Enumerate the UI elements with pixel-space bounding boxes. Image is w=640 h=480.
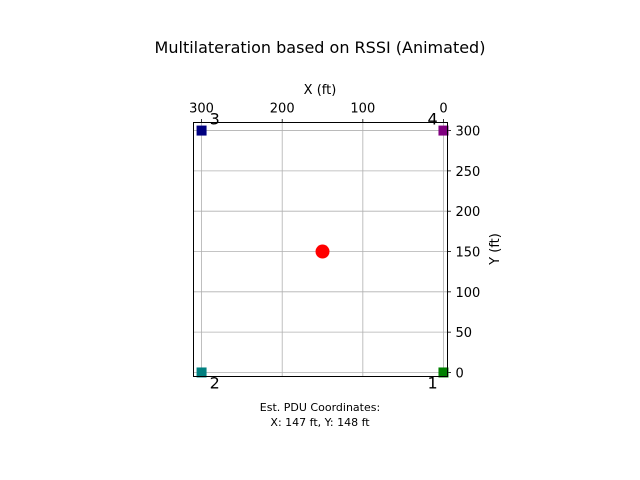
- chart-title: Multilateration based on RSSI (Animated): [155, 38, 486, 57]
- anchor-marker-1: [438, 367, 449, 378]
- anchor-marker-2: [196, 367, 207, 378]
- anchor-label-2: 2: [210, 373, 220, 392]
- caption-line-1: Est. PDU Coordinates:: [260, 401, 380, 414]
- x-tick-label: 200: [270, 102, 295, 117]
- y-tick-label: 100: [456, 286, 481, 301]
- y-axis-label: Y (ft): [488, 233, 503, 266]
- plot-frame: [193, 122, 448, 377]
- y-tick-label: 250: [456, 165, 481, 180]
- y-tick-label: 0: [456, 366, 464, 381]
- estimated-position-marker: [315, 244, 330, 259]
- x-tick-label: 0: [439, 102, 447, 117]
- axis-ticks: 300 200 100 0 0 50 100 150 200 250 300: [189, 102, 480, 382]
- grid-lines: [193, 122, 448, 377]
- anchor-marker-4: [438, 125, 449, 136]
- anchor-label-1: 1: [427, 373, 437, 392]
- y-tick-label: 300: [456, 125, 481, 140]
- caption-line-2: X: 147 ft, Y: 148 ft: [270, 416, 370, 429]
- anchor-label-3: 3: [210, 110, 220, 129]
- anchor-marker-3: [196, 125, 207, 136]
- plot-marks: 1 2 3 4: [196, 110, 449, 392]
- anchor-label-4: 4: [427, 110, 437, 129]
- x-tick-label: 300: [189, 102, 214, 117]
- y-tick-label: 50: [456, 326, 473, 341]
- y-tick-label: 150: [456, 246, 481, 261]
- x-axis-label: X (ft): [304, 83, 337, 98]
- y-tick-label: 200: [456, 205, 481, 220]
- x-tick-label: 100: [350, 102, 375, 117]
